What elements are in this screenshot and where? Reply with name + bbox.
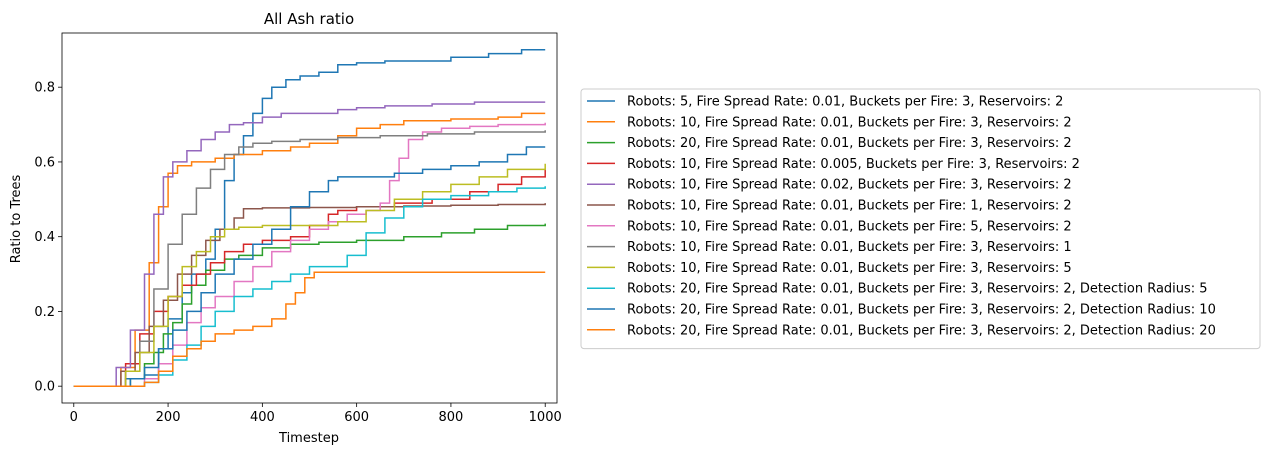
y-tick-label: 0.8 [34,81,55,96]
series-line-3 [73,223,546,387]
legend-label: Robots: 20, Fire Spread Rate: 0.01, Buck… [627,282,1208,297]
x-tick-label: 600 [344,410,369,425]
legend-label: Robots: 10, Fire Spread Rate: 0.01, Buck… [627,199,1072,214]
x-axis-title: Timestep [278,431,339,446]
legend-label: Robots: 20, Fire Spread Rate: 0.01, Buck… [627,303,1216,318]
x-tick-label: 200 [156,410,181,425]
legend-label: Robots: 20, Fire Spread Rate: 0.01, Buck… [627,323,1216,338]
x-tick-label: 800 [439,410,464,425]
series-line-1 [73,49,546,387]
y-tick-label: 0.4 [34,230,55,245]
x-tick-label: 0 [70,410,78,425]
legend-label: Robots: 10, Fire Spread Rate: 0.01, Buck… [627,219,1072,234]
y-tick-label: 0.2 [34,305,55,320]
y-axis-title: Ratio to Trees [9,175,24,264]
y-tick-label: 0.6 [34,155,55,170]
legend-label: Robots: 10, Fire Spread Rate: 0.01, Buck… [627,115,1072,130]
axes-frame [61,32,558,404]
series-line-9 [73,163,546,387]
legend-label: Robots: 10, Fire Spread Rate: 0.01, Buck… [627,261,1072,276]
y-tick-label: 0.0 [34,380,55,395]
legend-label: Robots: 5, Fire Spread Rate: 0.01, Bucke… [627,95,1063,110]
axes-layer: 0 200 400 600 800 1000 0.0 0.2 0.4 0.6 0.8 [34,32,562,425]
series-line-12 [73,271,546,387]
x-tick-label: 400 [250,410,275,425]
legend-label: Robots: 10, Fire Spread Rate: 0.02, Buck… [627,178,1072,193]
legend-label: Robots: 20, Fire Spread Rate: 0.01, Buck… [627,136,1072,151]
chart-title: All Ash ratio [264,10,354,28]
legend-label: Robots: 10, Fire Spread Rate: 0.01, Buck… [627,240,1072,255]
legend-frame [580,88,1261,350]
series-layer [73,49,546,387]
legend: Robots: 5, Fire Spread Rate: 0.01, Bucke… [580,88,1261,350]
series-line-5 [73,101,546,387]
series-line-8 [73,130,546,387]
x-tick-label: 1000 [529,410,562,425]
series-line-7 [73,122,546,387]
series-line-4 [73,169,546,387]
series-line-11 [73,146,546,387]
legend-label: Robots: 10, Fire Spread Rate: 0.005, Buc… [627,157,1080,172]
series-line-2 [73,112,546,387]
